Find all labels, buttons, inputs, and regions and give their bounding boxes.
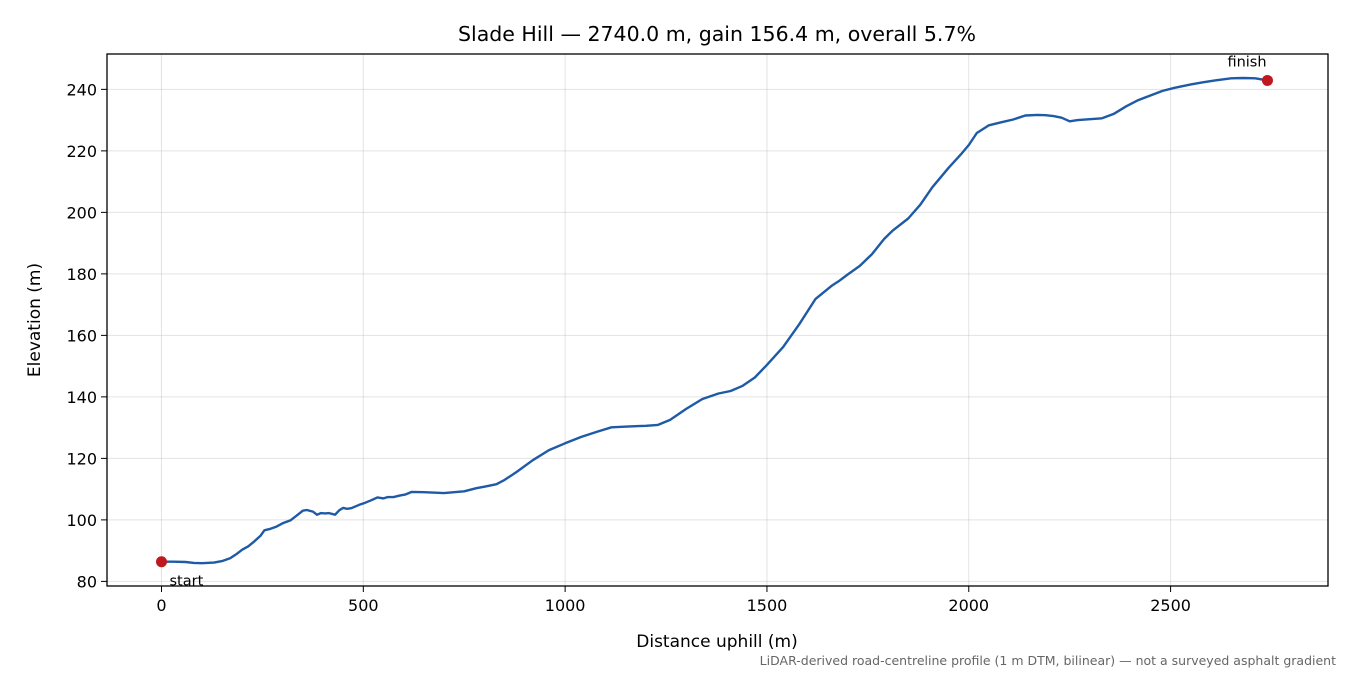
y-axis-label: Elevation (m) <box>25 263 45 377</box>
y-tick-label: 240 <box>66 80 97 99</box>
y-tick-label: 180 <box>66 265 97 284</box>
plot-frame <box>106 53 1329 587</box>
y-tick-label: 140 <box>66 388 97 407</box>
finish-marker <box>1261 74 1273 86</box>
chart-title: Slade Hill — 2740.0 m, gain 156.4 m, ove… <box>458 22 976 46</box>
y-tick-label: 200 <box>66 203 97 222</box>
y-tick-labels: 80 100 120 140 160 180 200 220 240 <box>66 80 97 591</box>
x-axis-label: Distance uphill (m) <box>636 632 797 652</box>
endpoint-markers: start finish <box>155 54 1273 590</box>
x-tick-label: 2500 <box>1150 596 1191 615</box>
start-marker <box>155 556 167 568</box>
axis-ticks <box>101 88 1172 592</box>
x-tick-label: 0 <box>156 596 166 615</box>
y-tick-label: 160 <box>66 326 97 345</box>
x-tick-label: 1000 <box>545 596 586 615</box>
x-tick-label: 2000 <box>948 596 989 615</box>
x-tick-label: 1500 <box>747 596 788 615</box>
x-tick-label: 500 <box>348 596 379 615</box>
x-tick-labels: 0 500 1000 1500 2000 2500 <box>156 596 1191 615</box>
y-tick-label: 120 <box>66 449 97 468</box>
grid-lines <box>107 54 1328 586</box>
y-tick-label: 80 <box>77 572 97 591</box>
start-label: start <box>169 574 203 590</box>
finish-label: finish <box>1227 54 1266 70</box>
y-tick-label: 100 <box>66 511 97 530</box>
elevation-profile-line <box>160 76 1269 565</box>
y-tick-label: 220 <box>66 142 97 161</box>
footnote: LiDAR-derived road-centreline profile (1… <box>760 653 1336 668</box>
